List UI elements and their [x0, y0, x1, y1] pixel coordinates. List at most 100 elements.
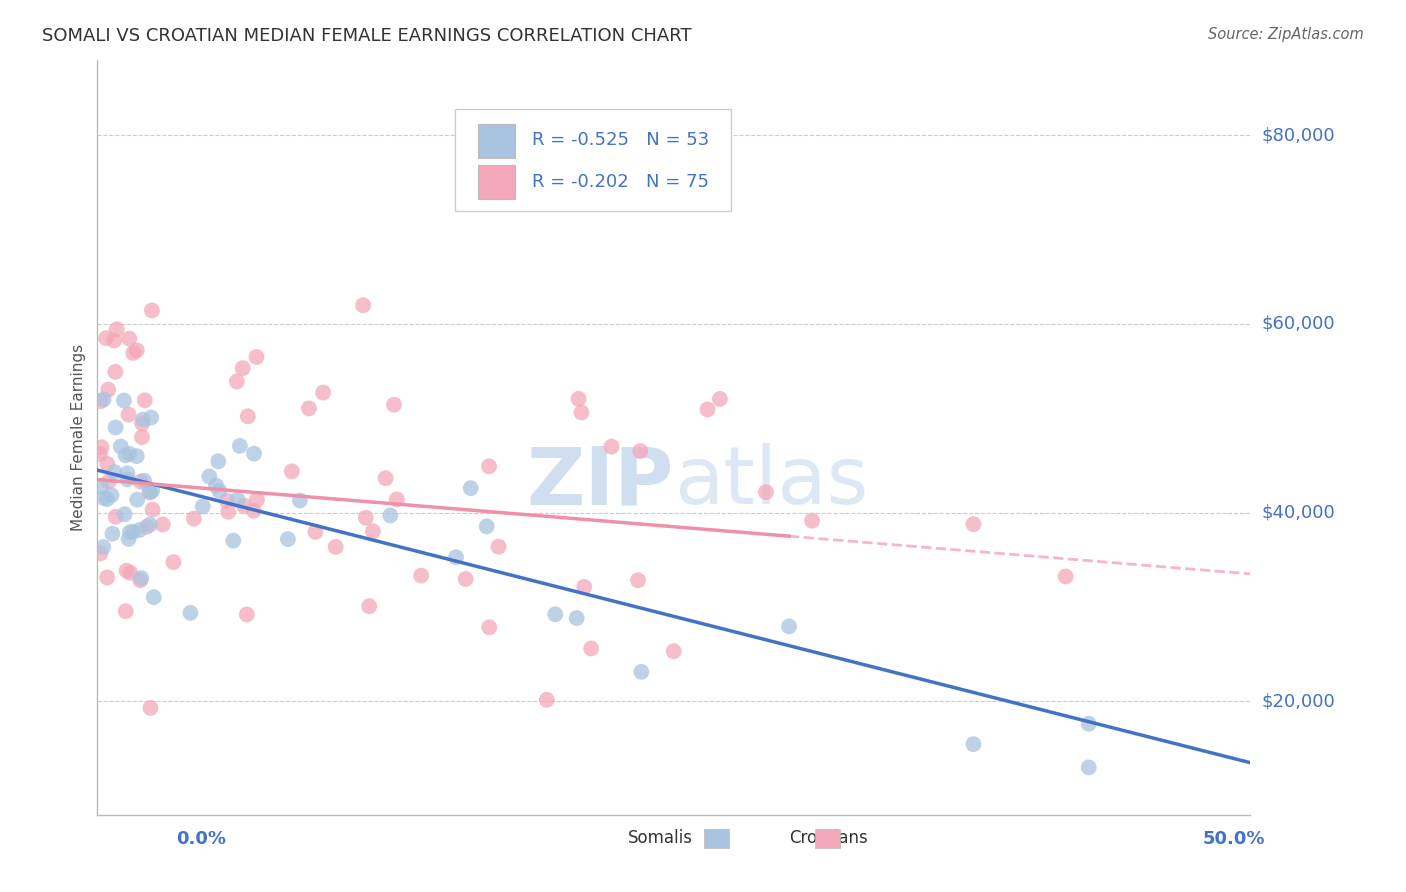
Point — [662, 644, 685, 658]
Point — [127, 492, 149, 507]
Point — [215, 493, 238, 508]
Point — [232, 361, 254, 376]
Point — [1077, 760, 1099, 774]
Text: SOMALI VS CROATIAN MEDIAN FEMALE EARNINGS CORRELATION CHART: SOMALI VS CROATIAN MEDIAN FEMALE EARNING… — [42, 27, 692, 45]
Text: Source: ZipAtlas.com: Source: ZipAtlas.com — [1208, 27, 1364, 42]
Point — [245, 350, 267, 364]
Point — [100, 488, 122, 502]
Point — [117, 467, 139, 481]
Point — [226, 492, 249, 507]
Point — [208, 483, 231, 498]
Point — [89, 546, 111, 560]
Point — [565, 611, 588, 625]
Point — [132, 413, 155, 427]
Point — [104, 365, 127, 379]
Point — [152, 517, 174, 532]
Point — [198, 469, 221, 483]
Point — [138, 484, 160, 499]
Point — [627, 573, 650, 587]
Point — [628, 444, 651, 458]
Point — [571, 405, 593, 419]
Point — [374, 471, 396, 485]
Point — [567, 392, 589, 406]
Point — [125, 343, 148, 358]
Point — [298, 401, 321, 416]
Point — [361, 524, 384, 539]
Point — [475, 519, 498, 533]
Point — [354, 510, 377, 524]
Point — [236, 607, 259, 622]
Text: 50.0%: 50.0% — [1204, 830, 1265, 847]
Point — [579, 641, 602, 656]
Point — [411, 568, 433, 582]
Point — [129, 573, 152, 587]
Point — [478, 620, 501, 634]
Point — [801, 514, 824, 528]
Point — [277, 532, 299, 546]
Text: Croatians: Croatians — [789, 830, 868, 847]
Point — [139, 485, 162, 500]
Point — [205, 478, 228, 492]
Point — [93, 491, 115, 505]
Point — [135, 519, 157, 533]
Point — [162, 555, 184, 569]
Point — [454, 572, 477, 586]
Text: $60,000: $60,000 — [1261, 315, 1336, 333]
Point — [142, 591, 165, 605]
Point — [382, 398, 405, 412]
Point — [125, 449, 148, 463]
Point — [696, 402, 718, 417]
Point — [478, 459, 501, 474]
Point — [134, 474, 156, 488]
Point — [139, 517, 162, 532]
Point — [778, 619, 800, 633]
Point — [141, 303, 163, 318]
Point — [101, 526, 124, 541]
Y-axis label: Median Female Earnings: Median Female Earnings — [72, 343, 86, 531]
Point — [236, 409, 259, 424]
Text: 0.0%: 0.0% — [176, 830, 226, 847]
Point — [97, 475, 120, 489]
Point — [222, 533, 245, 548]
Point — [110, 440, 132, 454]
Point — [131, 430, 153, 444]
Point — [117, 532, 139, 546]
Point — [122, 346, 145, 360]
Point — [129, 475, 152, 489]
Point — [179, 606, 201, 620]
Point — [544, 607, 567, 622]
Point — [129, 571, 152, 585]
Text: Somalis: Somalis — [627, 830, 692, 847]
Point — [304, 524, 326, 539]
Point — [444, 550, 467, 565]
Point — [385, 492, 408, 507]
Point — [536, 693, 558, 707]
Point — [1077, 716, 1099, 731]
Point — [90, 440, 112, 454]
Point — [600, 440, 623, 454]
Text: atlas: atlas — [673, 443, 868, 522]
Point — [96, 491, 118, 506]
Point — [131, 417, 153, 431]
Point — [120, 566, 142, 580]
Text: R = -0.202   N = 75: R = -0.202 N = 75 — [531, 173, 709, 191]
Point — [96, 457, 118, 471]
Point — [104, 420, 127, 434]
Point — [128, 523, 150, 537]
Point — [90, 394, 112, 409]
Text: $20,000: $20,000 — [1261, 692, 1336, 710]
Bar — [454, 109, 731, 211]
Point — [630, 665, 652, 679]
Point — [141, 410, 163, 425]
Point — [229, 439, 252, 453]
Point — [962, 737, 984, 751]
Point — [233, 499, 256, 513]
Point — [488, 540, 510, 554]
Point — [460, 481, 482, 495]
Point — [103, 334, 125, 348]
Point — [114, 507, 136, 521]
Point — [359, 599, 381, 614]
Text: $40,000: $40,000 — [1261, 504, 1336, 522]
Point — [380, 508, 402, 523]
Point — [112, 393, 135, 408]
